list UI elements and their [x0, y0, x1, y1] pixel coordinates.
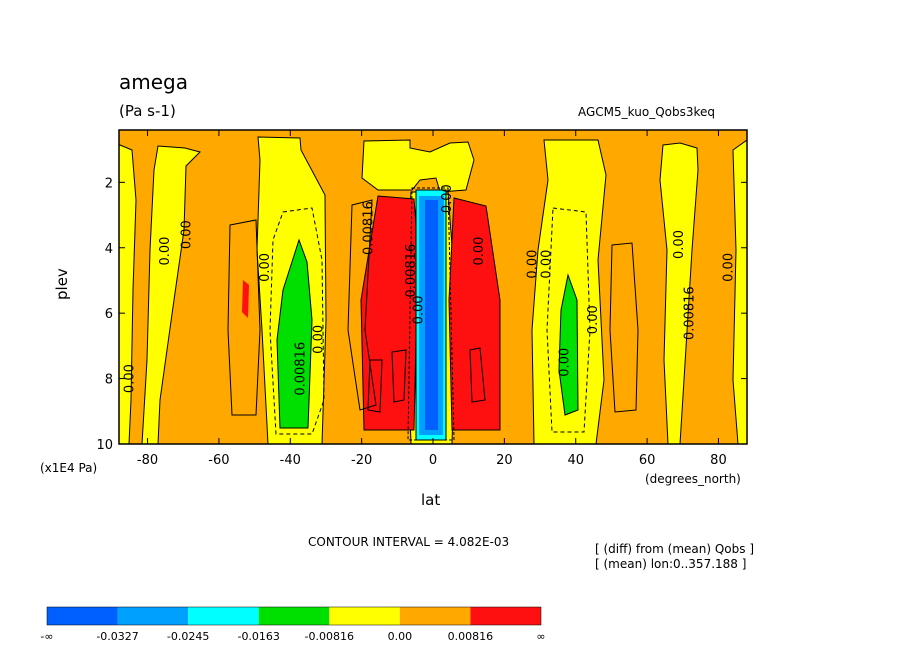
contour-dashed-2	[546, 207, 591, 433]
field-blue-core	[425, 200, 438, 430]
contour-label: 0.00	[158, 237, 173, 266]
contour-label: 0.00	[258, 253, 273, 282]
x-tick-label: 0	[429, 453, 437, 468]
field-yellow-2	[141, 145, 201, 444]
x-tick-label: 60	[639, 453, 656, 468]
colorbar: -∞ -0.0327 -0.0245 -0.0163 -0.00816 0.00 0.008…	[40, 606, 546, 643]
contour-label: 0.00	[586, 305, 601, 334]
experiment-label: AGCM5_kuo_Qobs3keq	[578, 105, 716, 119]
x-tick-label: -60	[208, 453, 229, 468]
contour-thin-4	[367, 359, 383, 413]
colorbar-label: -∞	[40, 630, 53, 643]
colorbar-swatch	[117, 607, 189, 625]
field-yellow-1	[119, 144, 137, 444]
x-tick-label: 40	[567, 453, 584, 468]
field-red-1	[360, 195, 419, 431]
contour-thin-6	[469, 347, 486, 403]
contour-value-labels: 0.000.000.000.000.008160.008160.008160.0…	[122, 184, 736, 395]
x-axis-label: lat	[421, 491, 441, 509]
field-red-2	[448, 197, 501, 431]
colorbar-label: 0.00816	[448, 630, 494, 643]
contour-lines	[227, 187, 639, 441]
contour-interval-label: CONTOUR INTERVAL = 4.082E-03	[308, 535, 510, 549]
field-red-3	[242, 280, 249, 318]
contour-label: 0.00	[472, 237, 487, 266]
note-diff: [ (diff) from (mean) Qobs ]	[595, 542, 754, 556]
y-tick-label: 8	[105, 373, 113, 388]
y-tick-label: 6	[105, 307, 113, 322]
colorbar-swatch	[47, 607, 118, 625]
colorbar-frame	[46, 606, 542, 626]
y-tick-label: 10	[96, 438, 113, 453]
contour-label: 0.00816	[294, 342, 309, 396]
colorbar-swatch	[329, 607, 400, 625]
colorbar-label: -0.00816	[305, 630, 354, 643]
contour-label: 0.00	[672, 230, 687, 259]
contour-label: 0.00816	[404, 244, 419, 298]
contour-label: 0.00	[525, 250, 540, 279]
chart-title: amega	[119, 70, 188, 94]
x-tick-label: -40	[280, 453, 301, 468]
contour-dashed-1	[269, 207, 325, 435]
field-yellow-7	[659, 142, 699, 444]
note-mean: [ (mean) lon:0..357.188 ]	[595, 557, 747, 571]
contour-label: 0.00	[411, 295, 426, 324]
contour-label: 0.00	[311, 325, 326, 354]
colorbar-swatch	[470, 607, 541, 625]
y-tick-label: 4	[105, 242, 113, 257]
field-green-1	[276, 238, 313, 429]
chart-units: (Pa s-1)	[119, 102, 176, 120]
contour-label: 0.00	[122, 364, 137, 393]
x-tick-label: -20	[351, 453, 372, 468]
contour-label: 0.00	[722, 253, 737, 282]
colorbar-swatch	[399, 607, 471, 625]
x-tick-label: 20	[496, 453, 513, 468]
contour-label: 0.00816	[682, 286, 697, 340]
x-tick-label: -80	[137, 453, 158, 468]
colorbar-label: -0.0163	[237, 630, 279, 643]
colorbar-label: -0.0327	[96, 630, 138, 643]
field-yellow-4	[361, 139, 475, 193]
field-green-2	[558, 273, 579, 416]
colorbar-label: 0.00	[388, 630, 413, 643]
contour-thin-2	[609, 242, 639, 413]
contour-label: 0.00	[540, 250, 555, 279]
contour-label: 0.00	[440, 184, 455, 213]
field-yellow-8	[732, 139, 747, 444]
axis-tick-labels: -80 -60 -40 -20 0 20 40 60 80 2 4 6 8 10	[96, 176, 726, 468]
contour-label: 0.00	[558, 348, 573, 377]
filled-contours	[119, 130, 747, 444]
colorbar-label: ∞	[536, 630, 545, 643]
colorbar-swatch	[258, 607, 330, 625]
colorbar-swatch	[188, 607, 259, 625]
contour-label: 0.00	[179, 220, 194, 249]
contour-thin-5	[391, 349, 407, 403]
contour-thin-1	[227, 219, 261, 416]
colorbar-label: -0.0245	[167, 630, 209, 643]
x-unit-label: (degrees_north)	[645, 472, 741, 486]
contour-thin-3	[347, 199, 377, 411]
axis-ticks	[119, 130, 747, 445]
y-axis-label: plev	[53, 268, 71, 300]
y-tick-label: 2	[105, 176, 113, 191]
y-unit-label: (x1E4 Pa)	[40, 461, 98, 475]
x-tick-label: 80	[710, 453, 727, 468]
contour-label: 0.00816	[361, 201, 376, 255]
